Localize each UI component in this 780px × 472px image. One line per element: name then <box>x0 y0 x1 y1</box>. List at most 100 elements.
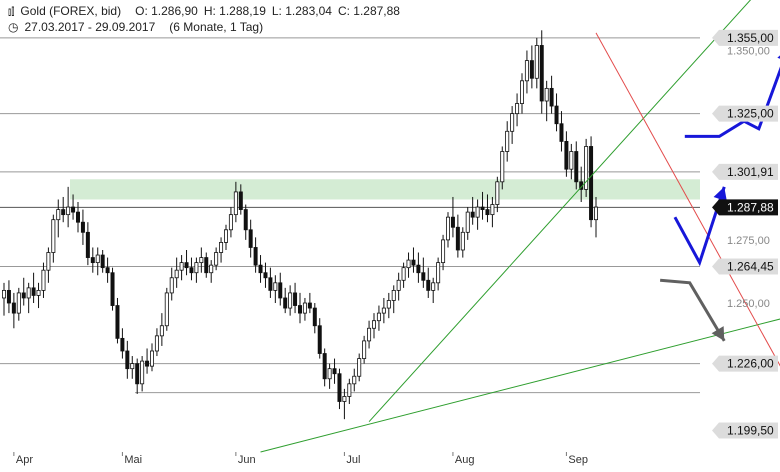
candle-body <box>214 252 219 266</box>
candle-body <box>594 206 599 221</box>
candle-body <box>495 181 500 205</box>
candle-body <box>293 292 298 306</box>
forecast-arrow <box>660 278 726 342</box>
candle-body <box>189 267 194 274</box>
candle-body <box>140 360 145 385</box>
candle-body <box>367 327 372 342</box>
candle-body <box>278 282 283 299</box>
candle-body <box>480 206 485 210</box>
candle-body <box>258 264 263 274</box>
candle-body <box>61 209 66 216</box>
candle-body <box>465 211 470 233</box>
candle-body <box>371 320 376 329</box>
candle-body <box>549 87 554 107</box>
candle-body <box>164 292 169 327</box>
x-tick-label: Jul <box>346 454 360 466</box>
x-tick-label: Jun <box>238 454 256 466</box>
candle-body <box>554 105 559 125</box>
header-line-1: ⫾⫿ Gold (FOREX, bid) O: 1.286,90 H: 1.288,1… <box>8 4 406 18</box>
candle-body <box>253 247 258 266</box>
candle-body <box>184 262 189 269</box>
candle-body <box>169 277 174 294</box>
candle-body <box>71 206 76 213</box>
candle-body <box>238 191 243 210</box>
candle-body <box>455 226 460 251</box>
level-badge-label: 1.199,50 <box>727 424 774 438</box>
level-badge-label: 1.287,88 <box>727 200 774 214</box>
candle-body <box>85 231 90 258</box>
candle-body <box>125 350 130 370</box>
candle-body <box>317 325 322 354</box>
candle-body <box>115 305 120 339</box>
candle-body <box>357 358 362 377</box>
axis-layer: Apr Mai Jun Jul Aug Sep 1.350,00 1.275,00 1.250,… <box>13 29 778 466</box>
chart-type-icon: ⫾⫿ <box>8 7 15 18</box>
candle-body <box>41 269 46 291</box>
candle-body <box>544 87 549 102</box>
candle-body <box>51 219 56 253</box>
level-badge: 1.226,00 <box>712 355 778 372</box>
candle-body <box>352 375 357 385</box>
arrow-head <box>713 186 727 202</box>
level-badge-shape <box>712 199 778 216</box>
candle-body <box>515 103 520 115</box>
candle-body <box>219 242 224 253</box>
candle-body <box>248 229 253 248</box>
candle-body <box>6 289 11 304</box>
level-badge-shape <box>712 258 778 275</box>
candle-body <box>332 368 337 375</box>
trendline <box>595 32 780 367</box>
candle-body <box>342 396 347 402</box>
candle-body <box>490 204 495 216</box>
candle-body <box>510 113 515 132</box>
candle-body <box>16 292 21 314</box>
candle-body <box>288 292 293 309</box>
candle-body <box>145 360 150 367</box>
candle-body <box>322 353 327 380</box>
candle-body <box>460 231 465 251</box>
candle-body <box>416 264 421 274</box>
level-badge: 1.199,50 <box>712 422 778 439</box>
level-badge-shape <box>712 163 778 180</box>
candle-body <box>204 257 209 274</box>
candle-body <box>485 209 490 216</box>
candle-body <box>327 368 332 380</box>
candle-body <box>386 300 391 309</box>
candle-body <box>283 297 288 309</box>
candle-body <box>149 350 154 367</box>
trendline <box>260 318 780 453</box>
candle-body <box>520 80 525 104</box>
candle-body <box>539 45 544 102</box>
candle-body <box>90 257 95 264</box>
support-zone <box>70 179 700 200</box>
candle-body <box>154 335 159 352</box>
candle-body <box>312 307 317 327</box>
level-badge-label: 1.301,91 <box>727 165 774 179</box>
candle-body <box>130 363 135 370</box>
instrument-title: Gold (FOREX, bid) <box>20 4 122 18</box>
candle-body <box>411 259 416 266</box>
candle-body <box>426 279 431 291</box>
candle-body <box>391 289 396 301</box>
candle-body <box>80 221 85 233</box>
candle-body <box>376 312 381 322</box>
period-label: (6 Monate, 1 Tag) <box>169 20 264 34</box>
level-badge: 1.264,45 <box>712 258 778 275</box>
candle-body <box>401 267 406 281</box>
high-value: H: 1.288,19 <box>203 4 266 18</box>
candle-body <box>120 337 125 352</box>
candle-body <box>337 373 342 402</box>
x-tick-label: Mai <box>124 454 142 466</box>
candle-body <box>362 340 367 359</box>
candle-body <box>243 209 248 231</box>
arrow-head <box>711 326 725 341</box>
candle-body <box>56 209 61 221</box>
candle-body <box>441 239 446 264</box>
trendlines-layer <box>260 0 780 453</box>
low-value: L: 1.283,04 <box>271 4 332 18</box>
level-badge-label: 1.355,00 <box>727 31 774 45</box>
candle-body <box>297 305 302 314</box>
candle-body <box>110 272 115 306</box>
level-badge-shape <box>712 355 778 372</box>
